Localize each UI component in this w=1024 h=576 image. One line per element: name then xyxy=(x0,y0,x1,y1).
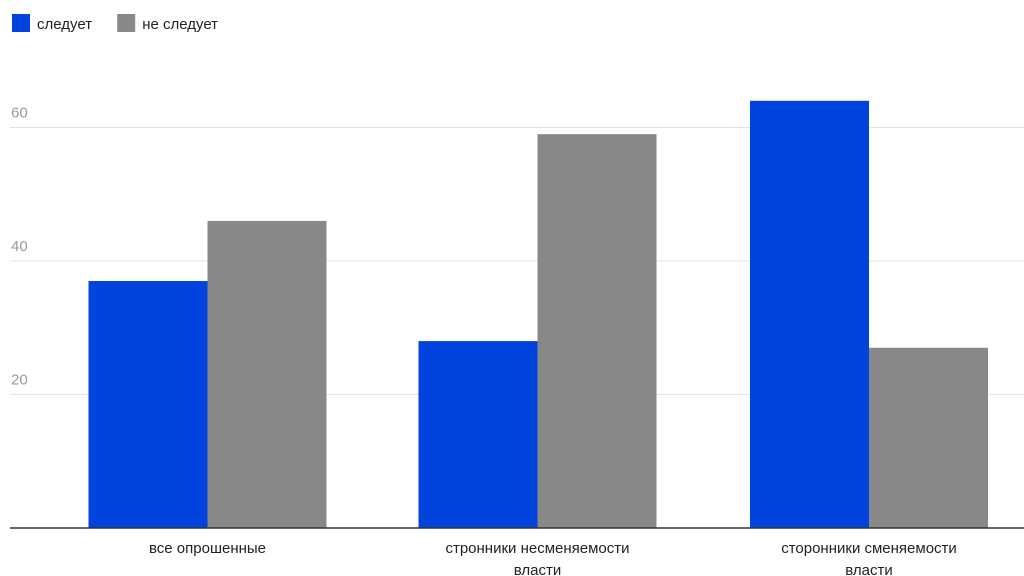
bar-0-0 xyxy=(88,281,208,528)
x-axis-labels: все опрошенные стронники несменяемости вла… xyxy=(149,540,957,576)
y-tick-label-40: 40 xyxy=(11,238,28,255)
bar-2-1 xyxy=(869,347,988,528)
x-tick-label-1-1: власти xyxy=(514,562,561,576)
bar-2-0 xyxy=(750,100,869,529)
bar-1-1 xyxy=(537,134,657,529)
legend-label-1: не следует xyxy=(142,16,218,33)
bar-0-1 xyxy=(207,220,327,528)
y-axis-ticks: 20 40 60 xyxy=(11,105,28,389)
legend: следует не следует xyxy=(12,14,218,33)
x-tick-label-1-0: стронники несменяемости xyxy=(445,540,629,557)
x-tick-label-2-0: сторонники сменяемости xyxy=(781,540,957,557)
bars xyxy=(88,100,988,529)
bar-1-0 xyxy=(418,341,538,528)
legend-label-0: следует xyxy=(37,16,92,33)
y-tick-label-60: 60 xyxy=(11,105,28,122)
x-tick-label-2-1: власти xyxy=(845,562,892,576)
legend-swatch-0 xyxy=(12,14,30,32)
x-tick-label-0-0: все опрошенные xyxy=(149,540,266,557)
legend-swatch-1 xyxy=(117,14,136,32)
y-tick-label-20: 20 xyxy=(11,372,28,389)
